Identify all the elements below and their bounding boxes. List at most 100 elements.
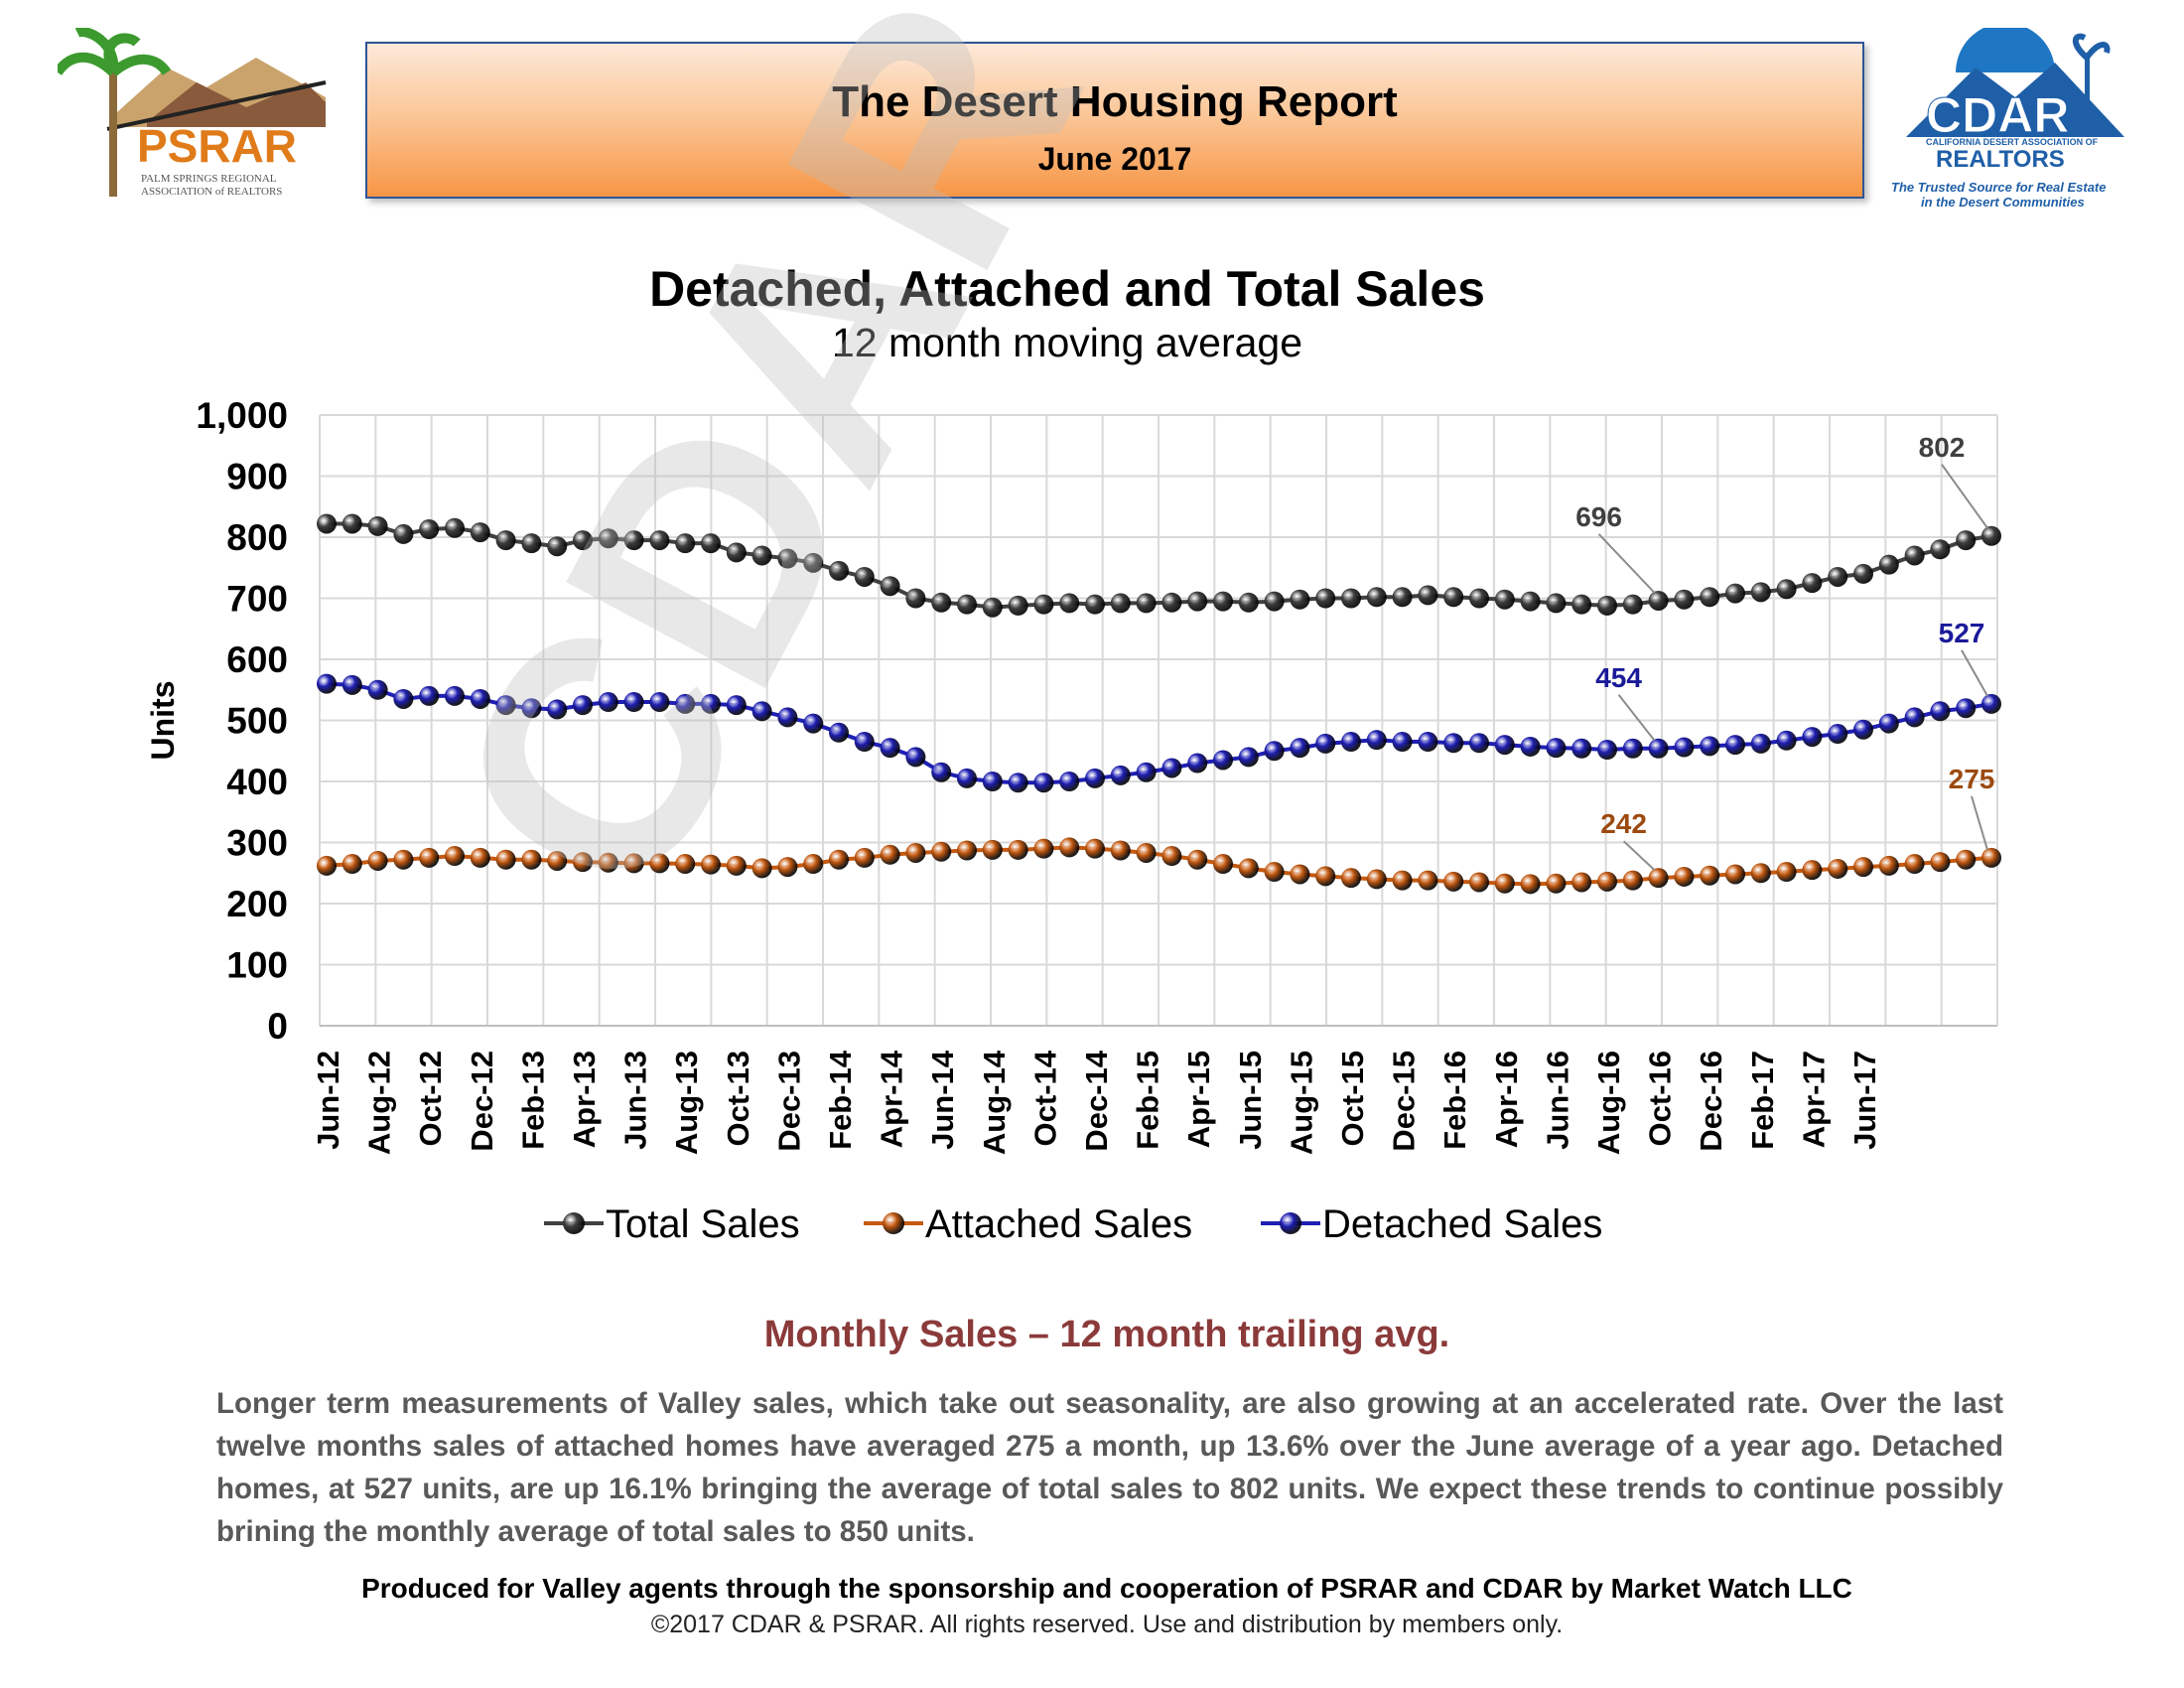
data-point-attached — [1930, 852, 1951, 873]
x-tick-label: Aug-12 — [362, 1051, 397, 1155]
data-point-detached — [367, 679, 388, 700]
data-point-detached — [701, 693, 721, 714]
data-point-detached — [1520, 736, 1541, 757]
data-point-attached — [751, 858, 772, 879]
callout-leader — [1597, 533, 1656, 594]
data-point-detached — [470, 688, 490, 709]
data-point-detached — [1674, 737, 1695, 758]
x-tick-label: Feb-16 — [1437, 1051, 1472, 1150]
legend-marker-attached — [883, 1212, 904, 1234]
data-point-total — [1494, 589, 1515, 610]
data-point-detached — [1315, 733, 1336, 754]
y-tick-label: 400 — [226, 762, 288, 802]
data-point-attached — [1853, 857, 1873, 878]
data-point-total — [982, 597, 1003, 618]
data-point-attached — [341, 854, 362, 875]
data-point-detached — [905, 747, 926, 768]
x-tick-label: Apr-14 — [875, 1050, 909, 1148]
data-point-detached — [1443, 733, 1464, 754]
data-point-attached — [367, 850, 388, 871]
data-point-attached — [1033, 838, 1054, 859]
data-point-detached — [726, 695, 747, 716]
data-point-attached — [701, 854, 721, 875]
y-tick-label: 200 — [226, 884, 288, 924]
data-point-detached — [982, 772, 1003, 791]
data-point-detached — [1930, 701, 1951, 722]
data-point-attached — [1392, 870, 1413, 891]
x-tick-label: Dec-16 — [1694, 1051, 1728, 1152]
data-point-total — [1571, 594, 1592, 615]
legend-label-attached: Attached Sales — [925, 1202, 1192, 1246]
data-point-detached — [1085, 768, 1105, 788]
data-point-attached — [1059, 837, 1080, 858]
data-point-attached — [1648, 868, 1669, 889]
data-point-attached — [854, 847, 875, 868]
y-tick-label: 800 — [226, 517, 288, 558]
x-tick-label: Feb-17 — [1745, 1051, 1780, 1150]
data-point-total — [1469, 588, 1489, 609]
data-point-total — [1750, 582, 1771, 603]
data-point-detached — [1110, 765, 1131, 785]
data-point-total — [1981, 525, 2001, 546]
x-tick-label: Feb-13 — [515, 1051, 550, 1150]
data-point-detached — [623, 692, 644, 713]
data-point-total — [880, 576, 900, 597]
y-tick-label: 300 — [226, 823, 288, 864]
data-point-total — [777, 548, 798, 569]
data-point-attached — [317, 855, 337, 876]
data-point-detached — [675, 693, 696, 714]
data-point-attached — [573, 852, 593, 873]
data-point-detached — [1828, 724, 1848, 745]
data-point-attached — [905, 842, 926, 863]
x-tick-label: Dec-13 — [771, 1051, 806, 1152]
x-tick-label: Apr-16 — [1489, 1051, 1524, 1148]
cdar-logo-assoc: CALIFORNIA DESERT ASSOCIATION OF — [1926, 137, 2099, 147]
data-point-total — [957, 594, 977, 615]
footer-copyright: ©2017 CDAR & PSRAR. All rights reserved.… — [650, 1611, 1564, 1638]
data-point-detached — [1878, 713, 1899, 734]
callout-leader — [1941, 464, 1988, 529]
data-point-attached — [1161, 846, 1182, 867]
x-tick-label: Jun-12 — [311, 1051, 345, 1150]
data-point-attached — [1110, 840, 1131, 861]
x-tick-label: Jun-16 — [1540, 1051, 1574, 1150]
data-point-detached — [598, 692, 618, 713]
data-point-detached — [1904, 707, 1925, 728]
data-point-total — [1853, 563, 1873, 584]
data-point-attached — [1597, 871, 1617, 892]
data-point-detached — [854, 732, 875, 753]
data-point-detached — [1571, 738, 1592, 759]
data-point-attached — [1878, 855, 1899, 876]
data-point-detached — [1776, 730, 1797, 751]
data-point-attached — [1776, 862, 1797, 883]
data-point-detached — [1213, 750, 1233, 771]
data-point-detached — [829, 722, 849, 743]
data-point-total — [1648, 590, 1669, 611]
data-point-total — [573, 530, 593, 551]
psrar-logo-text: PSRAR — [137, 120, 297, 172]
y-tick-label: 100 — [226, 945, 288, 986]
data-point-detached — [1290, 738, 1310, 759]
data-point-total — [1238, 592, 1259, 613]
data-point-total — [1187, 591, 1208, 612]
data-point-total — [1315, 588, 1336, 609]
data-point-attached — [957, 840, 977, 861]
data-point-detached — [393, 688, 414, 709]
data-point-detached — [1981, 693, 2001, 714]
data-point-attached — [1238, 858, 1259, 879]
data-point-detached — [1622, 738, 1643, 759]
chart-subtitle: 12 month moving average — [831, 320, 1303, 365]
data-point-attached — [393, 849, 414, 870]
data-point-attached — [829, 849, 849, 870]
data-point-detached — [1161, 758, 1182, 778]
data-point-detached — [649, 692, 670, 713]
x-tick-label: Aug-16 — [1591, 1051, 1626, 1155]
data-point-attached — [1008, 839, 1028, 860]
data-point-attached — [1622, 870, 1643, 891]
line-chart: 0 100 200 300 400 500 600 700 800 900 1,000 Jun-12 A… — [145, 395, 2001, 1246]
data-point-attached — [419, 847, 440, 868]
data-point-attached — [1571, 872, 1592, 893]
data-point-total — [1392, 587, 1413, 608]
data-point-total — [341, 513, 362, 534]
data-point-total — [1828, 566, 1848, 587]
